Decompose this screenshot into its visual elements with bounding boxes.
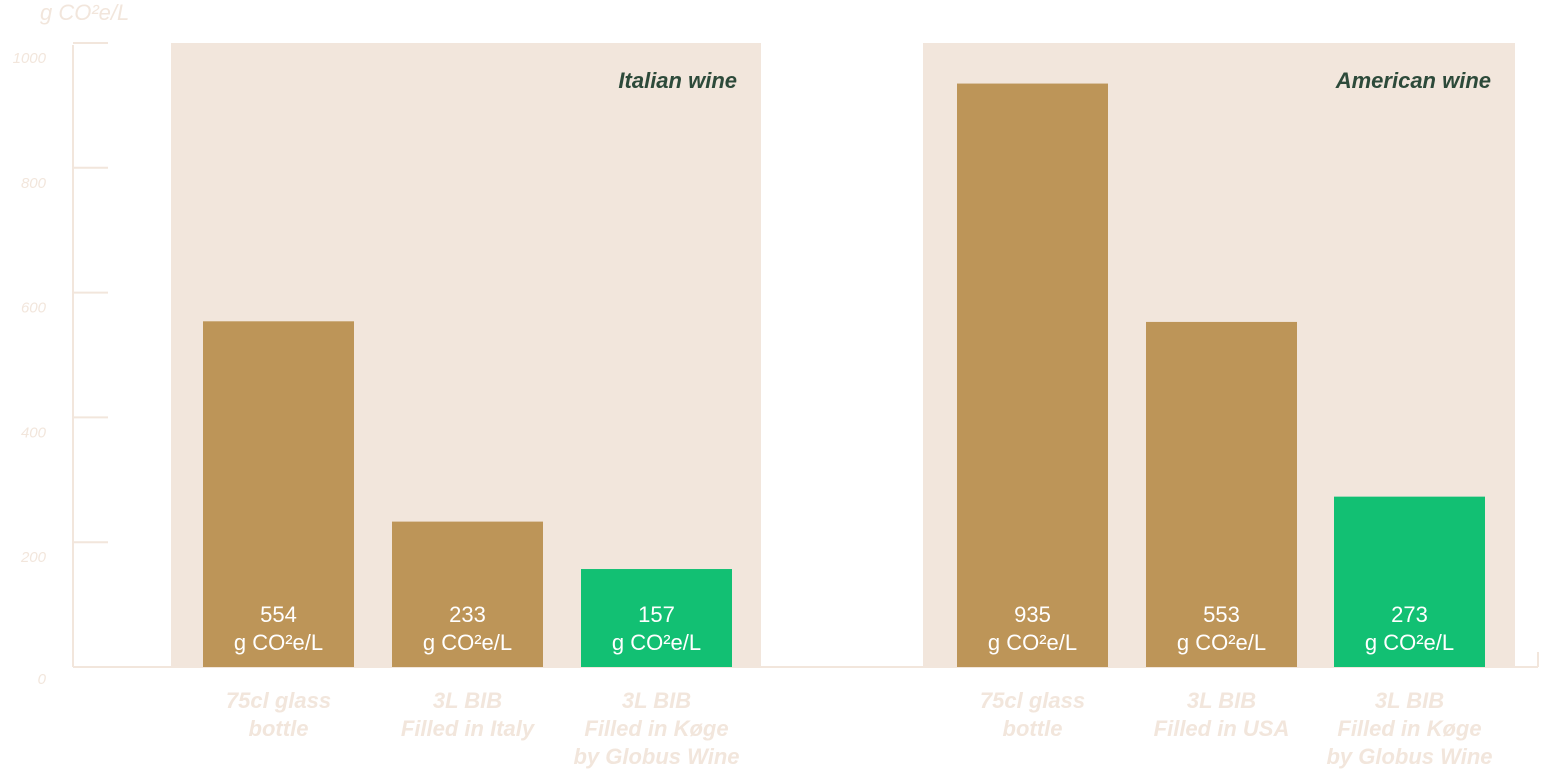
bar-unit-label: g CO²e/L <box>1365 630 1454 655</box>
category-label: 3L BIB <box>433 688 502 713</box>
category-label: 3L BIB <box>622 688 691 713</box>
bar-value-label: 157 <box>638 602 675 627</box>
bar <box>392 521 543 667</box>
bar-value-label: 935 <box>1014 602 1051 627</box>
bar-value-label: 553 <box>1203 602 1240 627</box>
labels: Italian wine 554 g CO²e/L 75cl glass bottle 2… <box>226 68 1493 769</box>
group-panels <box>171 43 1515 667</box>
bar-value-label: 273 <box>1391 602 1428 627</box>
bar <box>1334 496 1485 667</box>
y-axis: 0 200 400 600 800 1000 g CO²e/L <box>13 0 1539 688</box>
bar-unit-label: g CO²e/L <box>423 630 512 655</box>
category-label: 75cl glass <box>980 688 1085 713</box>
y-tick-label: 0 <box>38 671 47 688</box>
y-axis-title: g CO²e/L <box>40 0 129 25</box>
category-label: 3L BIB <box>1187 688 1256 713</box>
bar-value-label: 233 <box>449 602 486 627</box>
y-tick-label: 1000 <box>13 50 47 67</box>
y-tick-label: 200 <box>20 549 47 566</box>
y-tick-label: 800 <box>21 175 47 192</box>
y-tick-label: 600 <box>21 300 47 317</box>
bar-value-label: 554 <box>260 602 297 627</box>
bars <box>203 83 1485 667</box>
bar-unit-label: g CO²e/L <box>234 630 323 655</box>
group-title: American wine <box>1335 68 1491 93</box>
bar <box>957 83 1108 667</box>
category-label: 75cl glass <box>226 688 331 713</box>
category-label: bottle <box>1003 716 1063 741</box>
category-label: bottle <box>249 716 309 741</box>
bar-unit-label: g CO²e/L <box>612 630 701 655</box>
bar <box>203 321 354 667</box>
bar <box>581 569 732 667</box>
category-label: Filled in USA <box>1154 716 1290 741</box>
category-label: Filled in Køge <box>1337 716 1481 741</box>
bar-unit-label: g CO²e/L <box>988 630 1077 655</box>
category-label: Filled in Italy <box>401 716 536 741</box>
group-title: Italian wine <box>618 68 737 93</box>
bar <box>1146 321 1297 667</box>
category-label: by Globus Wine <box>1326 744 1492 769</box>
category-label: 3L BIB <box>1375 688 1444 713</box>
category-label: by Globus Wine <box>573 744 739 769</box>
category-label: Filled in Køge <box>584 716 728 741</box>
bar-unit-label: g CO²e/L <box>1177 630 1266 655</box>
y-tick-label: 400 <box>21 424 47 441</box>
